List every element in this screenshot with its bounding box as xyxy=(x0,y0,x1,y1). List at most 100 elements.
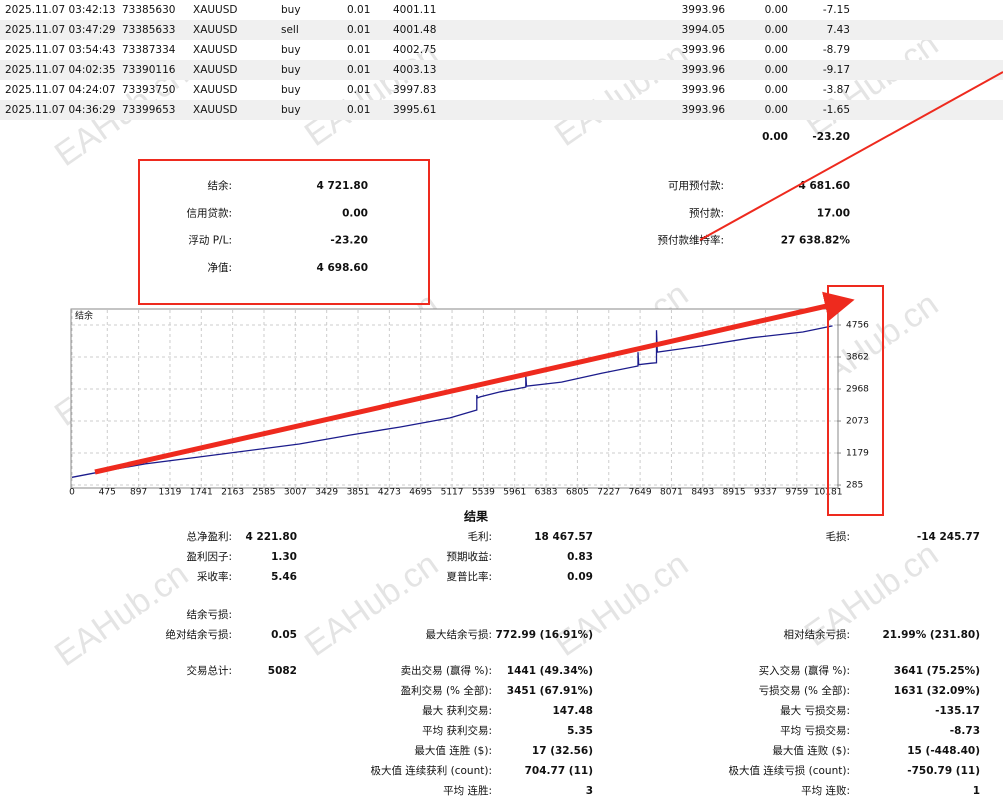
result-label: 极大值 连续亏损 (count): xyxy=(728,764,850,777)
result-value: 4 221.80 xyxy=(246,531,297,543)
result-value: -135.17 xyxy=(935,705,980,717)
cell: 0.00 xyxy=(765,44,788,56)
result-value: 15 (-448.40) xyxy=(907,745,980,757)
result-label: 买入交易 (赢得 %): xyxy=(759,664,850,677)
cell: buy xyxy=(281,64,301,76)
watermark: EAHub.cn xyxy=(548,35,695,154)
cell: XAUUSD xyxy=(193,104,238,116)
result-label: 亏损交易 (% 全部): xyxy=(759,684,850,697)
y-tick-label: 4756 xyxy=(846,320,869,330)
cell: 3993.96 xyxy=(682,84,726,96)
result-value: 1.30 xyxy=(271,551,297,563)
x-tick-label: 7227 xyxy=(597,488,620,498)
cell: XAUUSD xyxy=(193,84,238,96)
annotation-arrow xyxy=(94,291,855,475)
result-value: 3 xyxy=(586,785,593,797)
cell: 3995.61 xyxy=(393,104,436,116)
result-label: 最大值 连胜 ($): xyxy=(414,744,492,757)
result-label: 平均 亏损交易: xyxy=(780,724,850,737)
x-tick-label: 475 xyxy=(99,488,116,498)
result-label: 绝对结余亏损: xyxy=(165,628,232,641)
chart: 结余 285 1179 2073 2968 3862 4756 0 475 897 1319 1741… xyxy=(69,310,869,498)
result-label: 交易总计: xyxy=(186,664,232,677)
cell: XAUUSD xyxy=(193,64,238,76)
watermark: EAHub.cn xyxy=(298,545,445,664)
cell: buy xyxy=(281,84,301,96)
result-value: 0.83 xyxy=(567,551,593,563)
x-tick-label: 1741 xyxy=(190,488,213,498)
cell: 0.01 xyxy=(347,84,370,96)
result-value: 1 xyxy=(973,785,980,797)
cell: 0.01 xyxy=(347,44,370,56)
result-label: 预期收益: xyxy=(446,550,492,563)
cell: 3997.83 xyxy=(393,84,436,96)
cell: 2025.11.07 03:47:29 xyxy=(5,24,116,36)
x-tick-label: 897 xyxy=(130,488,147,498)
cell: 4002.75 xyxy=(393,44,436,56)
cell: 3994.05 xyxy=(682,24,725,36)
result-value: 3641 (75.25%) xyxy=(894,665,980,677)
result-value: 3451 (67.91%) xyxy=(507,685,593,697)
chart-title: 结余 xyxy=(75,310,93,322)
result-value: 772.99 (16.91%) xyxy=(495,629,593,641)
value: 27 638.82% xyxy=(781,235,851,247)
cell: XAUUSD xyxy=(193,4,238,16)
x-tick-label: 2585 xyxy=(253,488,276,498)
result-value: 17 (32.56) xyxy=(532,745,593,757)
result-value: 0.09 xyxy=(567,571,593,583)
result-value: 5082 xyxy=(268,665,297,677)
cell: -9.17 xyxy=(823,64,850,76)
cell: 73385630 xyxy=(122,4,175,16)
cell: XAUUSD xyxy=(193,44,238,56)
x-tick-label: 3851 xyxy=(347,488,370,498)
result-label: 最大值 连败 ($): xyxy=(772,744,850,757)
cell: 3993.96 xyxy=(682,104,726,116)
label: 预付款: xyxy=(689,206,724,219)
result-value: 147.48 xyxy=(552,705,593,717)
cell: 0.00 xyxy=(765,24,788,36)
y-tick-label: 2073 xyxy=(846,417,869,427)
result-value: 18 467.57 xyxy=(534,531,593,543)
x-tick-label: 5539 xyxy=(472,488,495,498)
cell: 0.01 xyxy=(347,4,370,16)
label: 预付款维持率: xyxy=(657,234,724,247)
label: 信用贷款: xyxy=(186,206,232,219)
highlight-box xyxy=(827,285,884,516)
cell: 4001.11 xyxy=(393,4,436,16)
result-value: -8.73 xyxy=(950,725,980,737)
cell: -3.87 xyxy=(823,84,850,96)
y-tick-label: 3862 xyxy=(846,352,869,362)
cell: 2025.11.07 03:42:13 xyxy=(5,4,116,16)
cell: 73399653 xyxy=(122,104,175,116)
cell: XAUUSD xyxy=(193,24,238,36)
watermark: EAHub.cn xyxy=(48,555,195,674)
x-tick-label: 1319 xyxy=(159,488,182,498)
content: 2025.11.07 03:42:13 73385630 XAUUSD buy 0.01… xyxy=(0,4,1003,797)
y-tick-label: 285 xyxy=(846,481,863,491)
x-tick-label: 8071 xyxy=(660,488,683,498)
result-label: 卖出交易 (赢得 %): xyxy=(401,664,492,677)
cell: 4003.13 xyxy=(393,64,436,76)
results-title: 结果 xyxy=(464,509,488,524)
value: 4 698.60 xyxy=(317,262,368,274)
row-bg xyxy=(0,20,1003,40)
y-tick-label: 2968 xyxy=(846,384,869,394)
y-tick-label: 1179 xyxy=(846,449,869,459)
result-label: 结余亏损: xyxy=(186,608,232,621)
cell: 73387334 xyxy=(122,44,176,56)
x-tick-label: 9337 xyxy=(754,488,777,498)
cell: 0.01 xyxy=(347,64,370,76)
result-label: 毛利: xyxy=(467,531,492,543)
cell: 3993.96 xyxy=(682,44,726,56)
cell: 2025.11.07 04:36:29 xyxy=(5,104,116,116)
result-value: -14 245.77 xyxy=(917,531,980,543)
x-tick-label: 4695 xyxy=(409,488,432,498)
result-label: 相对结余亏损: xyxy=(783,628,850,641)
value: 4 721.80 xyxy=(317,180,368,192)
value: 4 681.60 xyxy=(799,180,850,192)
result-value: -750.79 (11) xyxy=(907,765,980,777)
x-tick-label: 2163 xyxy=(221,488,244,498)
cell: -1.65 xyxy=(823,104,850,116)
x-tick-label: 5117 xyxy=(441,488,464,498)
